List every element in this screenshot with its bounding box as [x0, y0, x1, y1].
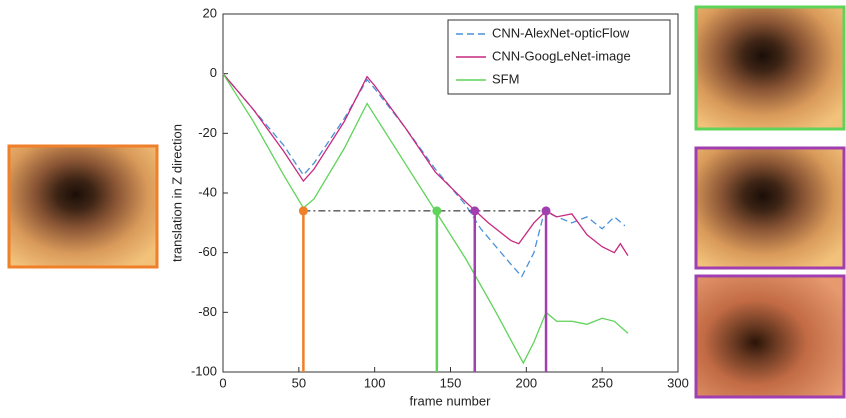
y-tick-label: 0: [210, 65, 217, 80]
x-tick-label: 300: [667, 375, 689, 390]
y-tick-label: -80: [198, 304, 217, 319]
x-tick-label: 50: [292, 375, 306, 390]
marker-dot: [541, 206, 551, 216]
x-tick-label: 0: [219, 375, 226, 390]
frame-image: [694, 5, 846, 131]
series-line: [222, 73, 629, 365]
y-tick-label: -100: [191, 363, 217, 378]
legend-label: CNN-AlexNet-opticFlow: [492, 25, 630, 40]
y-tick-label: -40: [198, 184, 217, 199]
frame-image: [694, 146, 846, 270]
x-tick-label: 250: [591, 375, 613, 390]
y-tick-label: -60: [198, 244, 217, 259]
series-line: [222, 73, 629, 256]
x-axis-label: frame number: [410, 393, 492, 408]
legend-label: CNN-GoogLeNet-image: [492, 48, 631, 63]
y-tick-label: -20: [198, 125, 217, 140]
y-axis-label: translation in Z direction: [169, 124, 184, 262]
x-tick-label: 150: [440, 375, 462, 390]
frame-image: [7, 144, 159, 269]
frame-image: [694, 274, 846, 399]
x-tick-label: 200: [515, 375, 537, 390]
legend-label: SFM: [492, 71, 519, 86]
marker-dot: [298, 206, 308, 216]
marker-dot: [470, 206, 480, 216]
y-tick-label: 20: [203, 5, 217, 20]
x-tick-label: 100: [364, 375, 386, 390]
marker-dot: [432, 206, 442, 216]
